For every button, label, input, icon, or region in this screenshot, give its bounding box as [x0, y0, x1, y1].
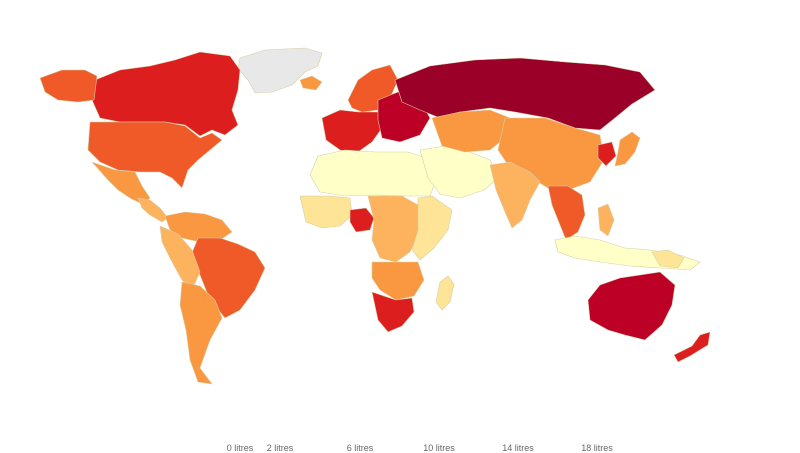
region-korea[interactable] — [597, 141, 617, 167]
region-madagascar[interactable] — [435, 275, 455, 311]
region-southeast-asia[interactable] — [547, 185, 586, 241]
region-east-africa[interactable] — [411, 195, 453, 261]
region-philippines[interactable] — [597, 203, 615, 237]
region-new-zealand[interactable] — [673, 331, 711, 363]
region-india[interactable] — [489, 161, 541, 229]
legend-label-3: 10 litres — [423, 443, 455, 453]
region-greenland[interactable] — [237, 47, 323, 94]
legend-label-1: 2 litres — [266, 443, 294, 453]
legend-label-2: 6 litres — [346, 443, 374, 453]
countries-layer — [39, 47, 711, 385]
region-west-africa[interactable] — [299, 195, 353, 229]
legend-label-5: 18 litres — [581, 443, 613, 453]
region-japan[interactable] — [614, 131, 641, 167]
legend-label-4: 14 litres — [502, 443, 534, 453]
region-nigeria[interactable] — [349, 207, 375, 233]
region-papua-new-guinea[interactable] — [651, 249, 685, 269]
legend-label-0: 0 litres — [226, 443, 254, 453]
region-southern-africa[interactable] — [371, 261, 425, 301]
region-south-africa[interactable] — [371, 291, 415, 333]
region-western-europe[interactable] — [321, 109, 383, 153]
region-united-states[interactable] — [87, 121, 223, 189]
region-argentina-chile[interactable] — [179, 281, 223, 385]
region-australia[interactable] — [587, 271, 676, 341]
region-north-africa[interactable] — [309, 149, 437, 197]
region-central-asia[interactable] — [431, 109, 511, 153]
region-central-africa[interactable] — [367, 195, 421, 263]
region-alaska[interactable] — [39, 69, 98, 103]
region-central-america[interactable] — [137, 197, 169, 223]
region-iceland[interactable] — [299, 75, 323, 91]
